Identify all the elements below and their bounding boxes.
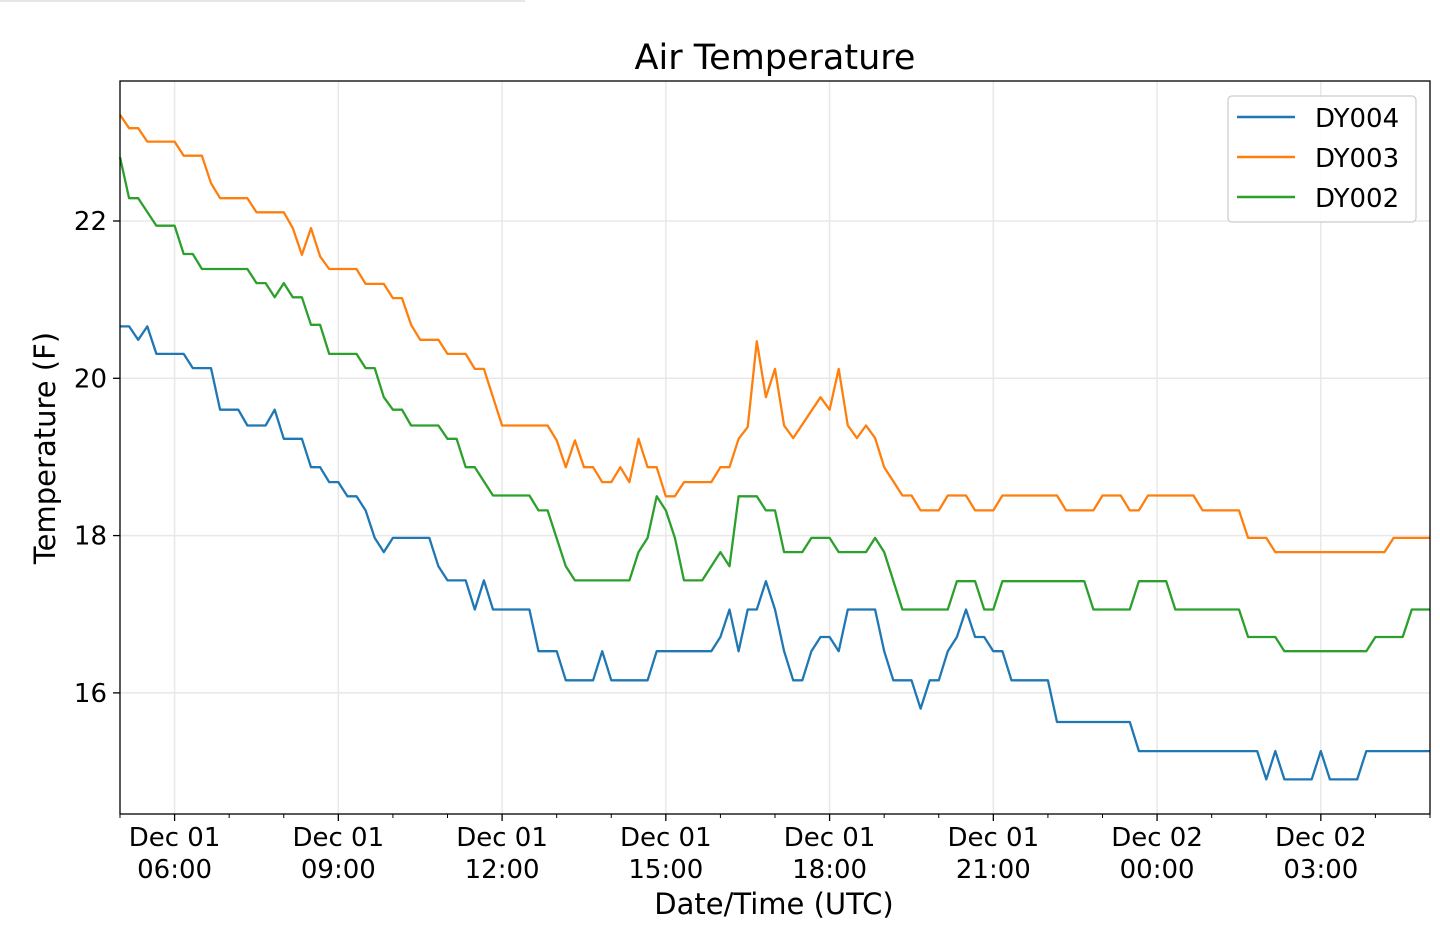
x-tick-label-time: 00:00	[1120, 855, 1195, 885]
x-tick-label-date: Dec 01	[620, 823, 712, 853]
x-tick-label-date: Dec 01	[784, 823, 876, 853]
grid	[120, 81, 1430, 814]
x-tick-label-date: Dec 01	[129, 823, 221, 853]
x-tick-label-time: 21:00	[956, 855, 1031, 885]
legend-label: DY003	[1315, 144, 1399, 174]
y-axis-ticks: 16 18 20 22	[74, 207, 120, 709]
top-edge-bar	[0, 0, 525, 2]
y-axis-label: Temperature (F)	[28, 332, 62, 565]
x-tick-label-time: 09:00	[301, 855, 376, 885]
chart-title: Air Temperature	[635, 38, 916, 78]
x-tick-label-time: 06:00	[137, 855, 212, 885]
legend: DY004 DY003 DY002	[1227, 95, 1417, 223]
x-tick-label-time: 12:00	[465, 855, 540, 885]
series-lines	[118, 114, 1430, 781]
x-tick-label-date: Dec 01	[292, 823, 384, 853]
series-line-dy004	[120, 325, 1430, 781]
x-tick-label-date: Dec 01	[456, 823, 548, 853]
x-tick-label-time: 15:00	[628, 855, 703, 885]
x-tick-label-time: 18:00	[792, 855, 867, 885]
y-tick-label: 20	[74, 364, 107, 394]
series-line-dy003	[119, 114, 1430, 554]
x-tick-label-date: Dec 01	[947, 823, 1039, 853]
legend-box	[1227, 95, 1417, 223]
x-tick-label-date: Dec 02	[1111, 823, 1203, 853]
y-tick-label: 16	[74, 679, 107, 709]
x-tick-label-date: Dec 02	[1275, 823, 1367, 853]
legend-label: DY002	[1315, 184, 1399, 214]
legend-label: DY004	[1315, 104, 1399, 134]
series-line-dy002	[118, 157, 1430, 653]
y-tick-label: 22	[74, 207, 107, 237]
y-tick-label: 18	[74, 522, 107, 552]
x-tick-label-time: 03:00	[1283, 855, 1358, 885]
x-axis-label: Date/Time (UTC)	[654, 887, 893, 921]
